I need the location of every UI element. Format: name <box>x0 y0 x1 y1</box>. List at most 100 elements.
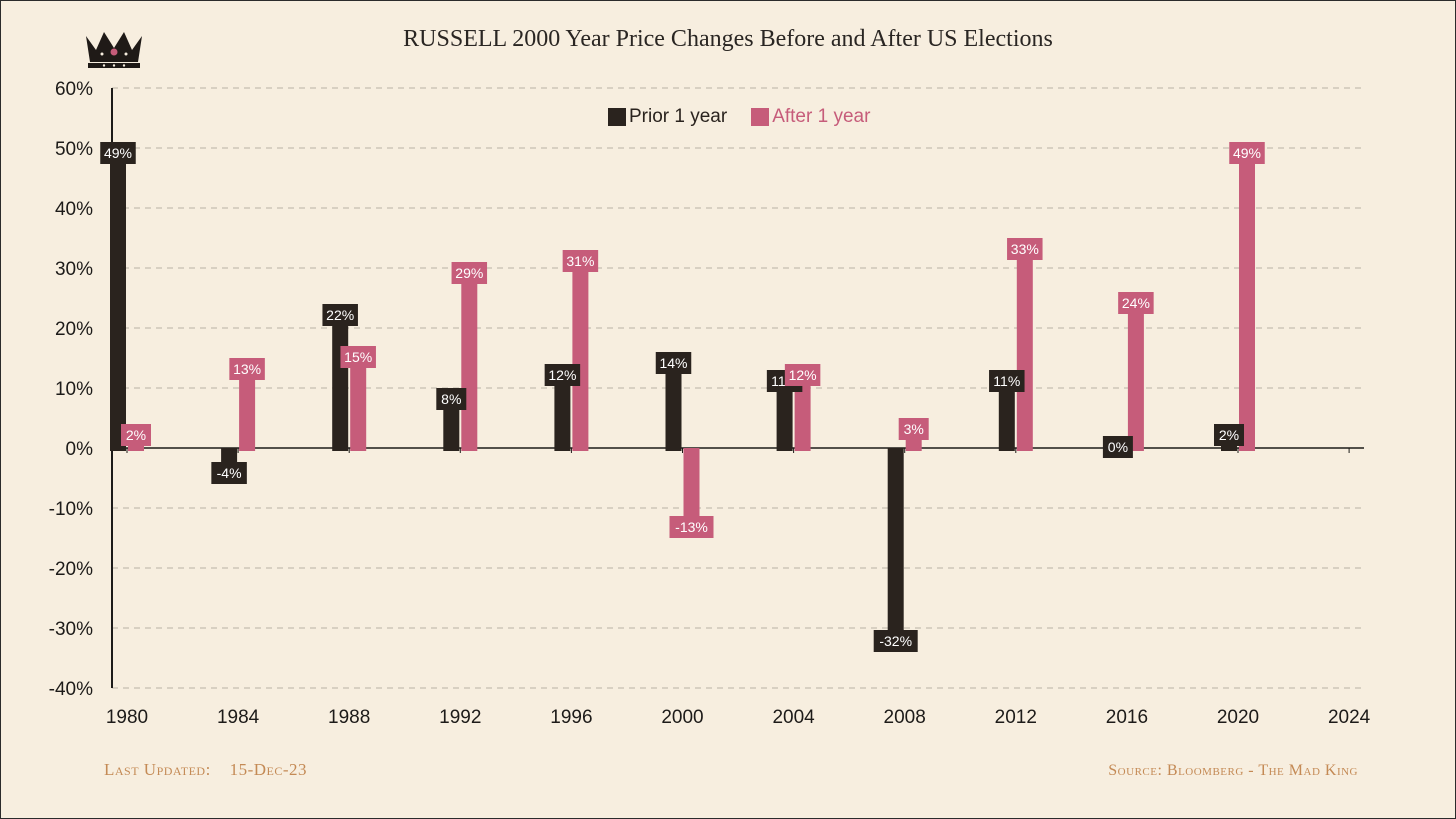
data-label-text: 0% <box>1108 439 1128 455</box>
y-tick-label: 20% <box>55 319 93 340</box>
data-label-text: 12% <box>789 367 817 383</box>
data-label-box <box>669 516 714 538</box>
data-label-box <box>229 358 265 380</box>
bar-prior <box>110 154 126 451</box>
legend-swatch-after <box>751 108 770 126</box>
bar-after <box>350 358 367 451</box>
x-tick-label: 2016 <box>1106 707 1148 728</box>
x-tick-label: 1992 <box>439 707 481 728</box>
data-label-box <box>1118 292 1154 314</box>
data-label-box <box>1007 238 1043 260</box>
bar-after <box>1239 154 1255 451</box>
source-note: Source: Bloomberg - The Mad King <box>1108 762 1358 779</box>
data-label-box <box>1229 142 1265 164</box>
y-tick-label: -20% <box>49 559 93 580</box>
data-label-text: -4% <box>217 465 242 481</box>
bar-after <box>683 448 700 529</box>
data-label-prior: 11% <box>989 370 1025 392</box>
data-label-text: 3% <box>904 421 924 437</box>
data-label-after: 31% <box>562 250 599 272</box>
data-label-prior: -32% <box>873 630 918 652</box>
bar-after <box>239 370 256 451</box>
bar-prior <box>998 382 1015 451</box>
data-label-prior: 2% <box>1214 424 1244 446</box>
data-label-box <box>100 142 136 164</box>
x-tick-label: 2012 <box>995 707 1037 728</box>
bar-after <box>572 262 589 451</box>
x-tick-label: 1988 <box>328 707 370 728</box>
data-label-text: 15% <box>344 349 372 365</box>
data-label-text: 24% <box>1122 295 1150 311</box>
data-label-text: 14% <box>659 355 687 371</box>
bar-after <box>794 376 811 451</box>
data-label-prior: -4% <box>211 462 247 484</box>
data-label-text: 13% <box>233 361 261 377</box>
data-label-box <box>873 630 918 652</box>
data-label-box <box>1214 424 1244 446</box>
data-label-box <box>121 424 151 446</box>
data-label-box <box>436 388 467 410</box>
data-label-after: 49% <box>1229 142 1265 164</box>
data-label-box <box>898 418 929 440</box>
data-label-prior: 49% <box>100 142 136 164</box>
data-label-box <box>562 250 599 272</box>
y-tick-label: 10% <box>55 379 93 400</box>
last-updated-label: Last Updated: <box>104 760 211 779</box>
data-label-text: 33% <box>1011 241 1039 257</box>
x-tick-label: 2020 <box>1217 707 1259 728</box>
data-label-text: -32% <box>879 633 912 649</box>
data-label-text: 2% <box>1219 427 1239 443</box>
last-updated-date: 15-Dec-23 <box>229 760 307 779</box>
bar-prior <box>665 364 682 451</box>
data-label-text: 12% <box>548 367 576 383</box>
data-label-text: 49% <box>1233 145 1261 161</box>
bar-prior <box>554 376 571 451</box>
data-label-box <box>989 370 1025 392</box>
data-label-box <box>655 352 692 374</box>
data-label-after: 24% <box>1118 292 1154 314</box>
y-tick-label: 30% <box>55 259 93 280</box>
x-tick-label: 2004 <box>772 707 815 728</box>
x-tick-label: 1980 <box>106 707 148 728</box>
legend-swatch-prior <box>608 108 626 126</box>
bar-prior <box>776 382 793 451</box>
data-label-box <box>322 304 358 326</box>
bar-prior <box>443 400 460 451</box>
data-label-text: -13% <box>675 519 708 535</box>
data-label-prior: 12% <box>544 364 581 386</box>
data-label-text: 49% <box>104 145 132 161</box>
data-label-after: 12% <box>784 364 821 386</box>
chart-title: RUSSELL 2000 Year Price Changes Before a… <box>403 26 1053 52</box>
data-label-text: 22% <box>326 307 354 323</box>
y-tick-label: 50% <box>55 139 93 160</box>
x-tick-label: 2024 <box>1328 707 1371 728</box>
chart-legend: Prior 1 year After 1 year <box>608 106 870 128</box>
data-label-after: 13% <box>229 358 265 380</box>
y-tick-label: -10% <box>49 499 93 520</box>
data-label-text: 8% <box>441 391 461 407</box>
bar-prior <box>332 316 349 451</box>
legend-item-after: After 1 year <box>751 106 870 128</box>
data-label-prior: 0% <box>1102 436 1133 458</box>
y-tick-label: 60% <box>55 79 93 100</box>
x-tick-label: 2000 <box>661 707 703 728</box>
x-tick-label: 1984 <box>217 707 260 728</box>
crown-icon <box>80 26 148 70</box>
y-tick-label: 40% <box>55 199 93 220</box>
legend-item-prior: Prior 1 year <box>608 106 727 128</box>
data-label-after: 33% <box>1007 238 1043 260</box>
data-label-box <box>340 346 376 368</box>
data-label-box <box>544 364 581 386</box>
legend-label-prior: Prior 1 year <box>629 106 728 127</box>
data-label-box <box>451 262 488 284</box>
data-label-prior: 8% <box>436 388 467 410</box>
data-label-text: 29% <box>455 265 483 281</box>
data-label-prior: 22% <box>322 304 358 326</box>
last-updated: Last Updated: 15-Dec-23 <box>104 760 307 780</box>
y-tick-label: 0% <box>66 439 94 460</box>
data-label-after: 29% <box>451 262 488 284</box>
legend-label-after: After 1 year <box>772 106 871 127</box>
data-label-after: 3% <box>898 418 929 440</box>
data-label-text: 2% <box>126 427 146 443</box>
